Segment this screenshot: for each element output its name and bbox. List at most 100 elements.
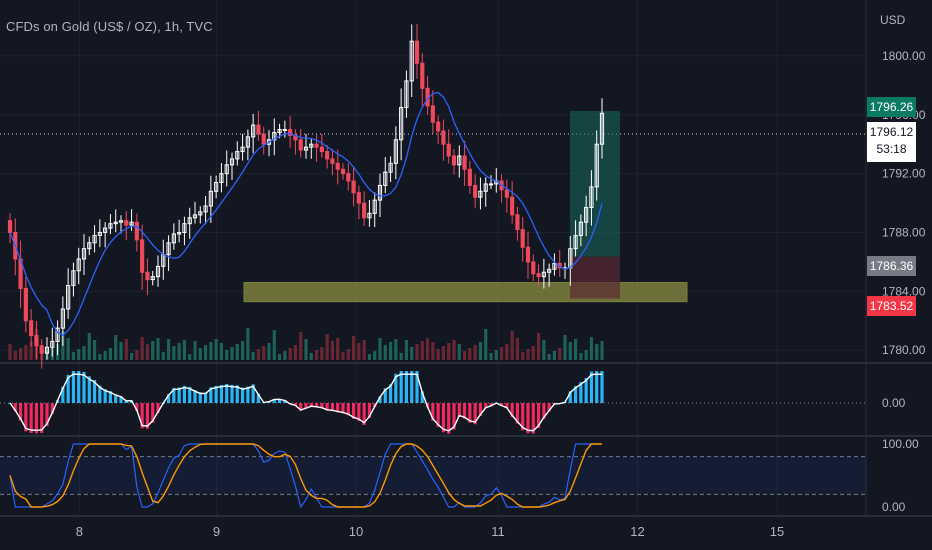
candle-body xyxy=(420,62,425,89)
candle-body xyxy=(314,143,319,148)
volume-bar xyxy=(552,351,557,360)
candle-body xyxy=(108,223,113,229)
osc-bar xyxy=(209,387,213,403)
osc-bar xyxy=(378,396,382,403)
volume-bar xyxy=(214,339,218,360)
volume-bar xyxy=(383,345,387,360)
candle-body xyxy=(251,124,256,138)
osc-bar xyxy=(98,385,102,403)
volume-bar xyxy=(219,343,224,360)
candle-body xyxy=(7,220,13,234)
entry-price-badge: 1786.36 xyxy=(867,256,916,276)
osc-bar xyxy=(235,385,239,403)
osc-bar xyxy=(156,403,160,413)
osc-bar xyxy=(531,403,535,434)
bar-countdown: 53:18 xyxy=(876,142,907,156)
osc-bar xyxy=(119,396,123,403)
volume-bar xyxy=(87,333,91,360)
volume-bar xyxy=(373,351,377,360)
candle-body xyxy=(436,121,441,132)
osc-bar xyxy=(473,403,477,425)
stoch-d-line xyxy=(9,443,602,508)
osc-bar xyxy=(13,403,17,412)
time-axis[interactable]: 8 9 10 11 12 15 xyxy=(76,524,784,539)
candle-body xyxy=(599,112,605,145)
x-tick-label: 15 xyxy=(770,524,784,539)
candle-body xyxy=(134,221,139,241)
candle-body xyxy=(177,232,182,235)
volume-bar xyxy=(441,346,446,360)
volume-bar xyxy=(293,345,298,360)
candle-body xyxy=(377,184,383,201)
y-tick-label: 1780.00 xyxy=(882,343,926,357)
candle-body xyxy=(467,168,472,186)
volume-bar xyxy=(277,354,282,360)
candle-body xyxy=(541,271,546,278)
candle-body xyxy=(76,258,81,272)
volume-bar xyxy=(415,344,419,360)
volume-bar xyxy=(457,344,461,360)
osc-bar xyxy=(61,386,65,403)
osc-bar xyxy=(436,403,440,427)
candle-body xyxy=(155,265,161,278)
candle-body xyxy=(235,151,240,160)
volume-bar xyxy=(103,351,107,360)
osc-bar xyxy=(367,403,372,418)
osc-bar xyxy=(34,403,39,434)
osc-bar xyxy=(431,403,435,421)
volume-bar xyxy=(114,335,118,360)
candle-body xyxy=(510,196,515,216)
osc-bar xyxy=(219,384,224,403)
candle-body xyxy=(399,106,404,141)
candle-body xyxy=(340,168,346,175)
stoch-tick-label: 0.00 xyxy=(882,500,906,514)
x-tick-label: 8 xyxy=(76,524,83,539)
volume-bar xyxy=(431,342,435,360)
candle-body xyxy=(578,221,583,236)
volume-bar xyxy=(494,350,498,360)
osc-bar xyxy=(542,403,546,419)
candle-body xyxy=(393,139,398,164)
osc-bar xyxy=(177,387,181,403)
osc-bar xyxy=(77,371,81,403)
panel-dividers xyxy=(0,0,932,517)
osc-bar xyxy=(29,403,33,433)
candle-body xyxy=(60,308,65,329)
osc-bar xyxy=(505,403,509,409)
candle-body xyxy=(383,171,388,186)
candle-body xyxy=(372,199,377,214)
price-axis[interactable]: 1800.001796.001792.001788.001784.001780.… xyxy=(882,49,926,514)
osc-bar xyxy=(198,392,202,403)
candle-body xyxy=(335,162,340,170)
volume-bar xyxy=(563,335,567,360)
candle-body xyxy=(87,242,92,250)
volume-bar xyxy=(119,342,123,360)
osc-bar xyxy=(246,386,250,403)
candle-body xyxy=(187,217,192,225)
volume-bar xyxy=(510,331,514,360)
candle-body xyxy=(414,40,420,64)
volume-bar xyxy=(600,341,604,360)
candle-body xyxy=(515,214,520,231)
volume-bar xyxy=(388,342,393,360)
volume-bar xyxy=(346,349,350,360)
volume-bar xyxy=(161,352,165,360)
osc-bar xyxy=(293,403,298,406)
candle-body xyxy=(150,276,155,281)
candle-body xyxy=(362,202,367,219)
candle-body xyxy=(552,262,557,270)
y-tick-label: 1788.00 xyxy=(882,226,926,240)
candle-body xyxy=(531,261,536,275)
osc-bar xyxy=(188,387,192,403)
candle-body xyxy=(219,173,224,183)
y-tick-label: 1800.00 xyxy=(882,49,926,63)
volume-bar xyxy=(314,350,319,360)
volume-bar xyxy=(71,352,76,360)
volume-bar xyxy=(262,346,266,360)
candle-body xyxy=(66,284,71,310)
osc-tick-label: 0.00 xyxy=(882,396,906,410)
volume-bar xyxy=(499,347,504,360)
long-stop-area xyxy=(570,256,620,299)
volume-bar xyxy=(92,340,97,360)
